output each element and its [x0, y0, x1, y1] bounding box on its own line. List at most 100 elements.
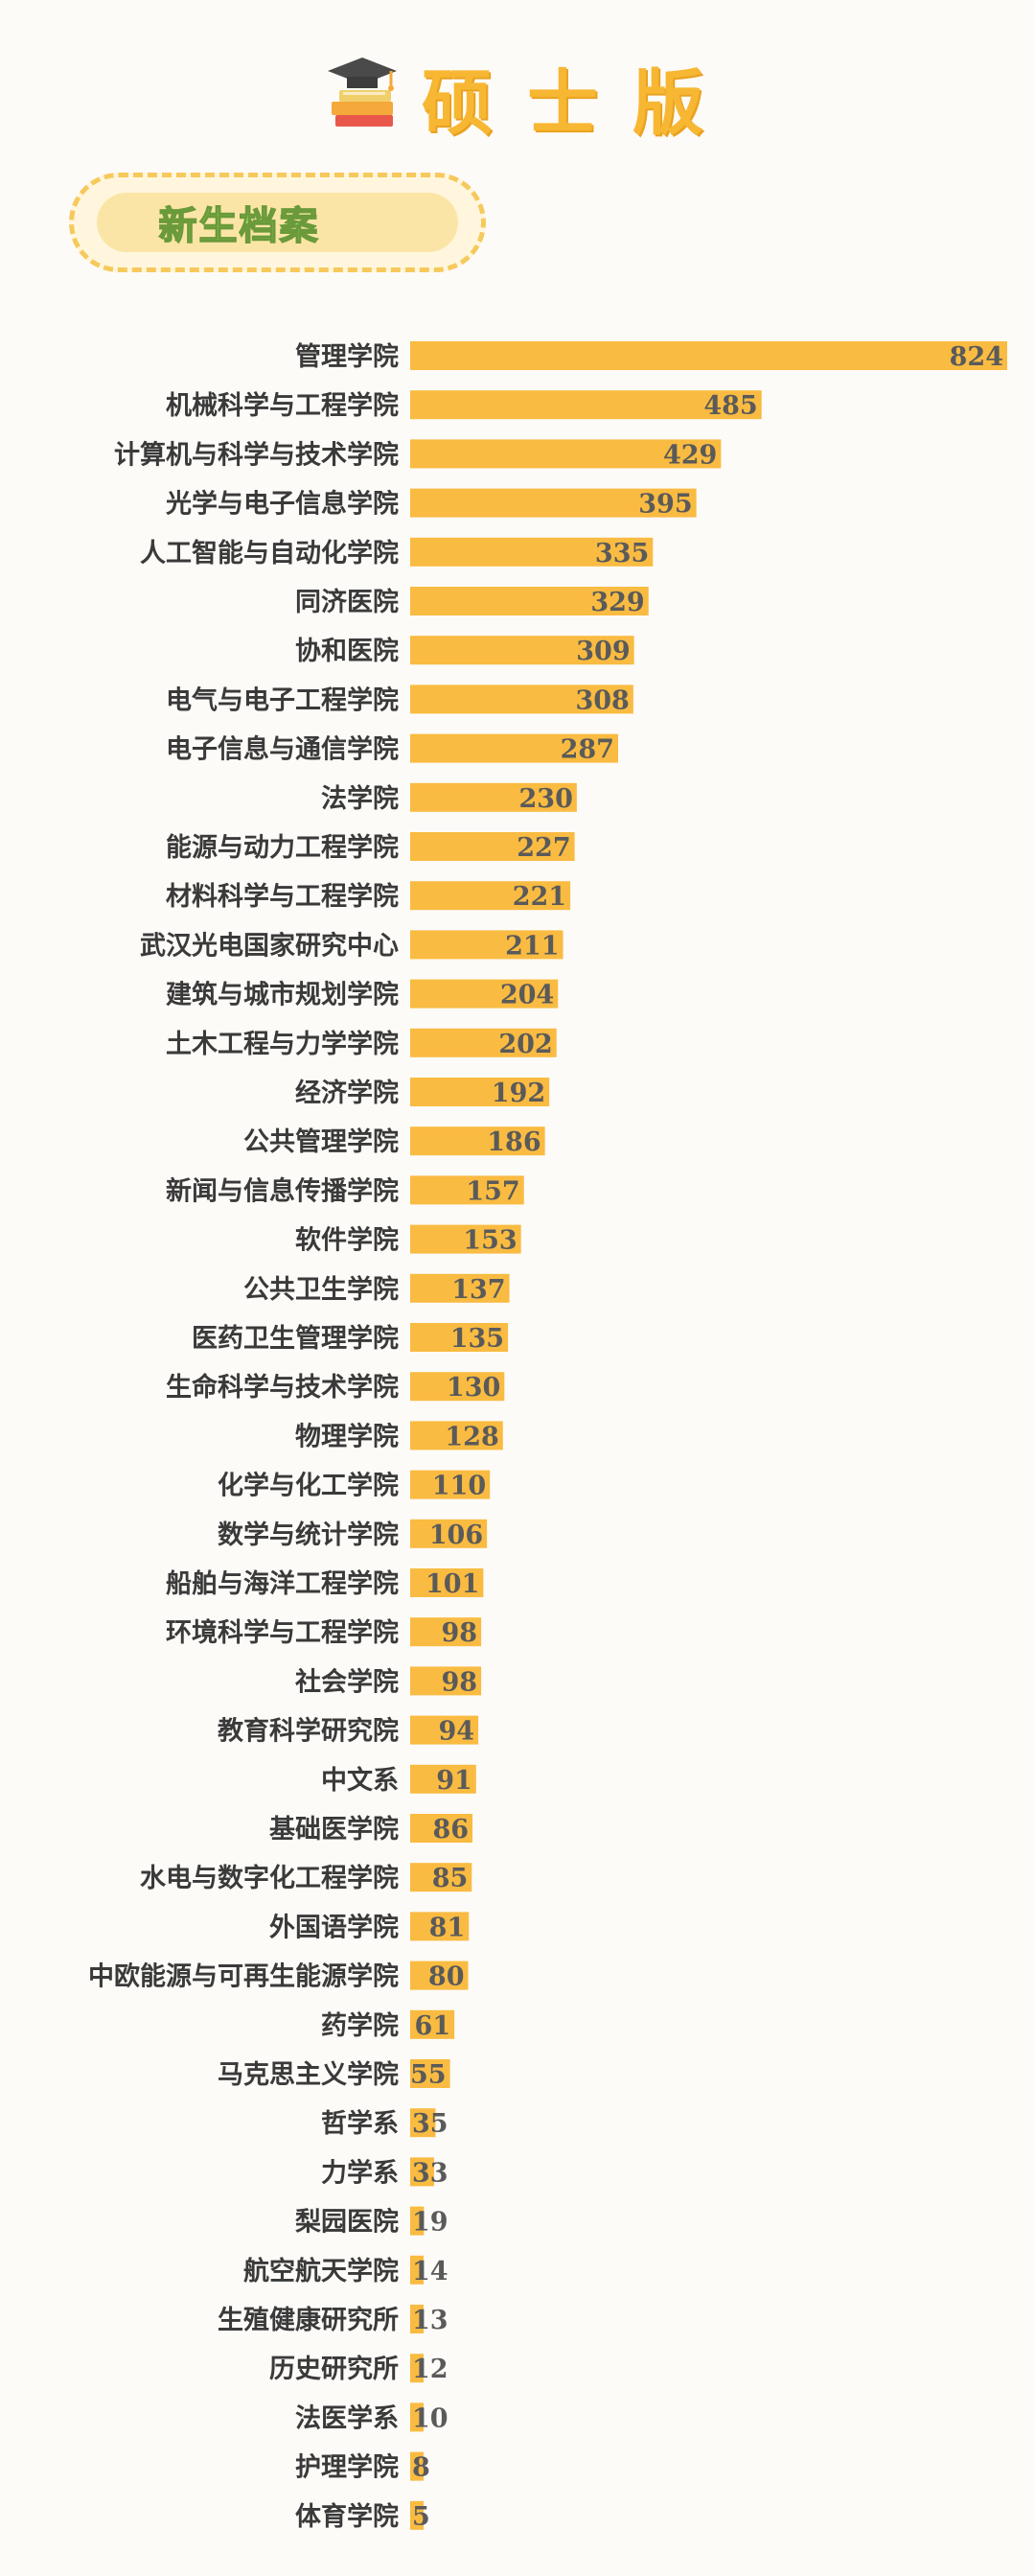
value-label: 137: [451, 1275, 505, 1305]
value-label: 13: [412, 2306, 448, 2335]
value-label: 101: [426, 1569, 479, 1599]
section-badge-inner: 新生档案: [97, 193, 458, 252]
bar: [410, 1715, 479, 1745]
category-label: 中文系: [321, 1765, 399, 1796]
value-label: 227: [517, 833, 570, 863]
bar: [410, 1912, 470, 1941]
category-label: 体育学院: [295, 2501, 399, 2531]
bar: [410, 733, 618, 763]
category-label: 航空航天学院: [243, 2256, 399, 2286]
value-label: 202: [498, 1030, 552, 1059]
bar: [410, 2255, 424, 2285]
category-label: 电子信息与通信学院: [166, 734, 399, 765]
category-label: 协和医院: [295, 636, 399, 666]
category-label: 外国语学院: [269, 1912, 399, 1942]
graduation-cap-books-icon: [328, 58, 397, 127]
category-label: 水电与数字化工程学院: [140, 1863, 399, 1893]
header: 硕士版: [0, 29, 1035, 145]
value-label: 55: [410, 2060, 447, 2090]
bar: [410, 1175, 524, 1205]
category-label: 马克思主义学院: [218, 2059, 399, 2090]
category-label: 法医学系: [295, 2402, 399, 2433]
bar: [410, 1617, 482, 1647]
value-label: 429: [663, 440, 717, 470]
bar: [410, 685, 633, 714]
value-label: 335: [595, 539, 649, 569]
bar: [410, 2451, 424, 2481]
bar: [410, 1078, 550, 1106]
category-label: 土木工程与力学学院: [166, 1029, 399, 1059]
category-label: 管理学院: [295, 341, 399, 372]
category-label: 环境科学与工程学院: [166, 1617, 399, 1648]
bar: [410, 1126, 545, 1156]
bar: [410, 2206, 425, 2236]
bar: [410, 341, 1007, 370]
category-label: 人工智能与自动化学院: [140, 538, 399, 569]
value-label: 157: [466, 1176, 519, 1206]
category-label: 中欧能源与可再生能源学院: [88, 1961, 399, 1992]
category-label: 基础医学院: [269, 1814, 399, 1845]
bar: [410, 2305, 424, 2333]
value-label: 485: [703, 391, 757, 421]
category-label: 护理学院: [295, 2452, 399, 2483]
value-label: 130: [447, 1373, 500, 1403]
bar-chart: 管理学院 824 机械科学与工程学院 485 计算机与科学与技术学院 429 光学与电子信息…: [88, 341, 1007, 2531]
value-label: 395: [638, 490, 692, 520]
value-label: 14: [412, 2257, 448, 2286]
value-label: 824: [950, 342, 1003, 372]
bar: [410, 537, 654, 567]
category-label: 同济医院: [295, 587, 399, 617]
value-label: 192: [492, 1079, 545, 1108]
bar: [410, 1568, 484, 1597]
value-label: 153: [463, 1226, 517, 1256]
category-label: 力学系: [321, 2157, 399, 2188]
value-label: 204: [500, 981, 554, 1010]
bar: [410, 390, 762, 420]
bar: [410, 979, 559, 1009]
page-title: 硕士版: [422, 62, 738, 145]
category-label: 教育科学研究院: [218, 1716, 399, 1747]
value-label: 230: [519, 784, 573, 814]
category-label: 梨园医院: [295, 2207, 399, 2238]
bar: [410, 930, 564, 960]
bar: [410, 1666, 482, 1696]
category-label: 物理学院: [295, 1421, 399, 1451]
bar: [410, 2059, 450, 2088]
bar: [410, 439, 722, 469]
value-label: 80: [428, 1962, 465, 1992]
category-label: 新闻与信息传播学院: [166, 1175, 399, 1206]
category-label: 医药卫生管理学院: [192, 1323, 399, 1354]
category-label: 生殖健康研究所: [218, 2305, 399, 2335]
category-label: 经济学院: [295, 1078, 399, 1108]
bar: [410, 1273, 510, 1303]
category-label: 药学院: [321, 2010, 399, 2041]
bar: [410, 2009, 455, 2039]
bar: [410, 2354, 424, 2383]
value-label: 98: [442, 1667, 478, 1697]
value-label: 308: [575, 685, 629, 715]
bar: [410, 2157, 434, 2187]
category-label: 船舶与海洋工程学院: [166, 1568, 399, 1599]
value-label: 19: [412, 2208, 448, 2238]
bar: [410, 1323, 509, 1352]
value-label: 12: [412, 2355, 448, 2384]
value-label: 329: [590, 588, 644, 617]
value-label: 211: [505, 931, 559, 961]
value-label: 10: [412, 2403, 448, 2433]
value-label: 128: [445, 1422, 498, 1451]
category-label: 社会学院: [295, 1666, 399, 1697]
bar: [410, 1224, 521, 1254]
value-label: 61: [415, 2011, 451, 2041]
bar: [410, 782, 577, 812]
category-label: 生命科学与技术学院: [166, 1372, 399, 1403]
category-label: 化学与化工学院: [218, 1471, 399, 1501]
category-label: 建筑与城市规划学院: [166, 980, 399, 1010]
category-label: 光学与电子信息学院: [165, 489, 399, 520]
value-label: 106: [429, 1520, 483, 1550]
value-label: 98: [442, 1618, 478, 1648]
value-label: 5: [412, 2502, 430, 2531]
category-label: 数学与统计学院: [218, 1520, 399, 1550]
value-label: 287: [561, 735, 614, 765]
bar: [410, 832, 575, 861]
value-label: 135: [450, 1324, 504, 1354]
